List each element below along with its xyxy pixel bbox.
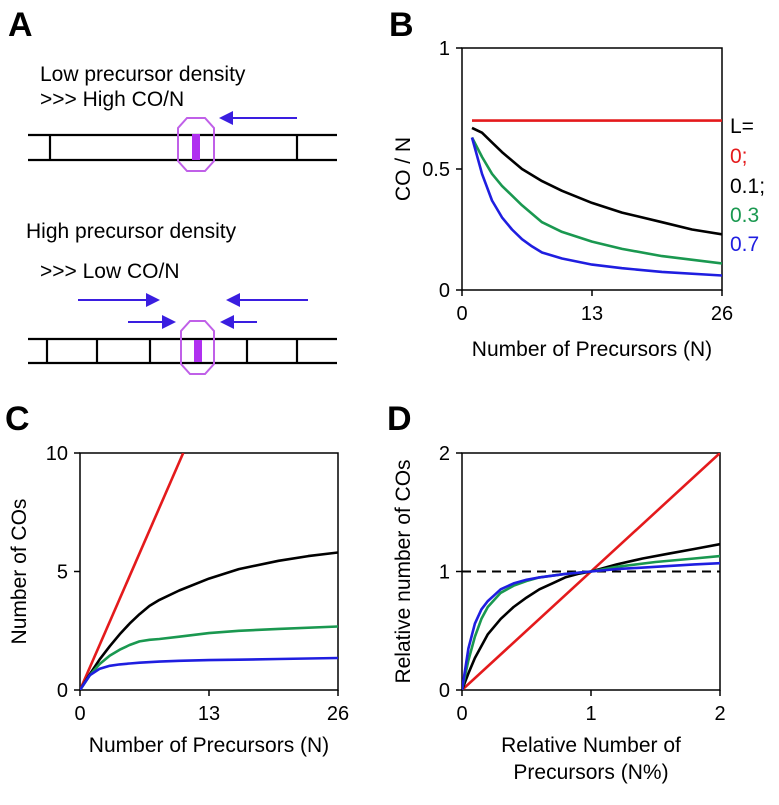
chart-d: 0 1 2 0 1 2 Relative Number of Precursors (N%) R…	[392, 443, 726, 784]
x-tick-label: 2	[714, 703, 725, 725]
panel-letter-d: D	[387, 400, 412, 438]
co-site-high	[180, 320, 215, 375]
y-tick-label: 0	[439, 680, 450, 702]
y-tick-label: 2	[439, 443, 450, 465]
x-axis-label-line1: Relative Number of	[501, 734, 681, 757]
x-tick-label: 0	[456, 703, 467, 725]
co-site-low	[177, 117, 215, 172]
legend-title: L=	[730, 115, 754, 138]
x-axis-label-line2: Precursors (N%)	[513, 761, 668, 784]
series-line-1	[80, 551, 338, 690]
x-axis-label: Number of Precursors (N)	[472, 338, 712, 361]
arrow-high-3-left	[226, 293, 308, 307]
y-tick-label: 10	[46, 443, 68, 465]
arrow-high-2-right	[128, 315, 176, 329]
chromosome-ladder-low	[28, 133, 337, 162]
series-line-3	[462, 561, 720, 690]
y-tick-label: 0	[439, 280, 450, 302]
y-tick-label: 1	[439, 562, 450, 584]
y-tick-label: 0.5	[422, 159, 450, 181]
x-axis-label: Number of Precursors (N)	[89, 734, 329, 757]
y-axis-label: CO / N	[392, 137, 415, 201]
x-tick-label: 13	[198, 703, 220, 725]
x-tick-label: 26	[711, 303, 733, 325]
legend-entry-3: 0.7	[730, 233, 759, 256]
arrow-high-4-left	[220, 315, 257, 329]
x-tick-label: 26	[327, 703, 349, 725]
x-tick-label: 0	[456, 303, 467, 325]
plot-frame	[79, 452, 339, 691]
x-tick-label: 0	[74, 703, 85, 725]
series-line-0	[80, 453, 185, 690]
x-tick-label: 13	[581, 303, 603, 325]
series-line-2	[462, 554, 720, 690]
y-tick-label: 1	[439, 38, 450, 60]
series-line-1	[471, 126, 722, 236]
series-line-3	[470, 137, 722, 277]
y-axis-label: Number of COs	[8, 499, 31, 645]
y-axis-label: Relative number of COs	[392, 459, 415, 683]
plot-frame	[461, 47, 723, 291]
legend-entry-1: 0.1;	[730, 175, 765, 198]
series-line-2	[80, 625, 338, 690]
legend-entry-0: 0;	[730, 145, 748, 168]
panel-a: A Low precursor density >>> High CO/N Hi…	[8, 6, 337, 375]
y-tick-label: 0	[57, 680, 68, 702]
low-density-subtitle: >>> High CO/N	[40, 88, 184, 111]
series-line-1	[462, 542, 720, 690]
high-density-title: High precursor density	[26, 220, 237, 243]
chromosome-ladder-high	[28, 337, 337, 365]
arrows-high	[78, 293, 308, 329]
chart-c: 0 13 26 0 5 10 Number of Precursors (N) Number …	[8, 443, 349, 757]
arrow-low-left	[219, 111, 297, 125]
x-tick-label: 1	[585, 703, 596, 725]
arrow-high-1-right	[78, 293, 160, 307]
panel-letter-b: B	[389, 6, 414, 44]
high-density-subtitle: >>> Low CO/N	[40, 260, 179, 283]
panel-letter-a: A	[8, 6, 33, 44]
panel-letter-c: C	[5, 400, 30, 438]
series-line-2	[470, 136, 722, 265]
low-density-title: Low precursor density	[40, 63, 246, 86]
legend-entry-2: 0.3	[730, 204, 759, 227]
chart-b: 0 13 26 0 0.5 1 Number of Precursors (N) CO / N…	[392, 38, 765, 361]
series-line-3	[80, 656, 338, 690]
y-tick-label: 5	[57, 562, 68, 584]
